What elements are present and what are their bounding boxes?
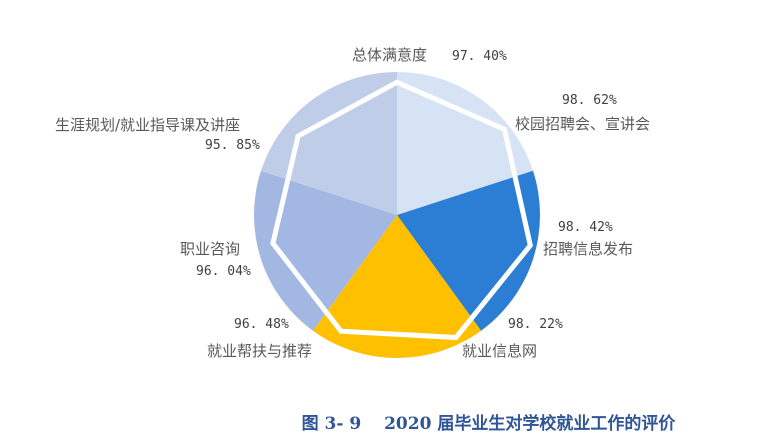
value-label-career-consulting: 96. 04% — [196, 264, 251, 279]
background-pie — [254, 72, 540, 358]
radar-chart — [254, 72, 540, 358]
radar-polygon — [270, 79, 534, 341]
value-label-overall-satisfaction: 97. 40% — [452, 49, 507, 64]
pie-slice — [312, 215, 482, 358]
value-label-employment-assistance: 96. 48% — [234, 317, 289, 332]
category-label-employment-website: 就业信息网 — [462, 342, 538, 360]
pie-slice — [397, 72, 534, 215]
pie-slice — [397, 170, 540, 331]
figure-caption-text: 图 3- 9 2020 届毕业生对学校就业工作的评价 — [301, 414, 676, 434]
category-label-campus-recruitment: 校园招聘会、宣讲会 — [515, 115, 651, 133]
figure-caption: 图 3- 9 2020 届毕业生对学校就业工作的评价 — [0, 409, 765, 434]
category-label-career-planning: 生涯规划/就业指导课及讲座 — [55, 116, 241, 134]
pie-slice — [260, 72, 397, 215]
category-label-overall-satisfaction: 总体满意度 — [352, 46, 428, 64]
value-label-employment-website: 98. 22% — [508, 317, 563, 332]
category-label-career-consulting: 职业咨询 — [180, 240, 241, 258]
value-label-career-planning: 95. 85% — [205, 138, 260, 153]
category-label-job-info-release: 招聘信息发布 — [543, 240, 634, 258]
pie-slice — [254, 170, 397, 331]
value-label-campus-recruitment: 98. 62% — [562, 93, 617, 108]
category-label-employment-assistance: 就业帮扶与推荐 — [207, 342, 313, 360]
value-label-job-info-release: 98. 42% — [558, 220, 613, 235]
